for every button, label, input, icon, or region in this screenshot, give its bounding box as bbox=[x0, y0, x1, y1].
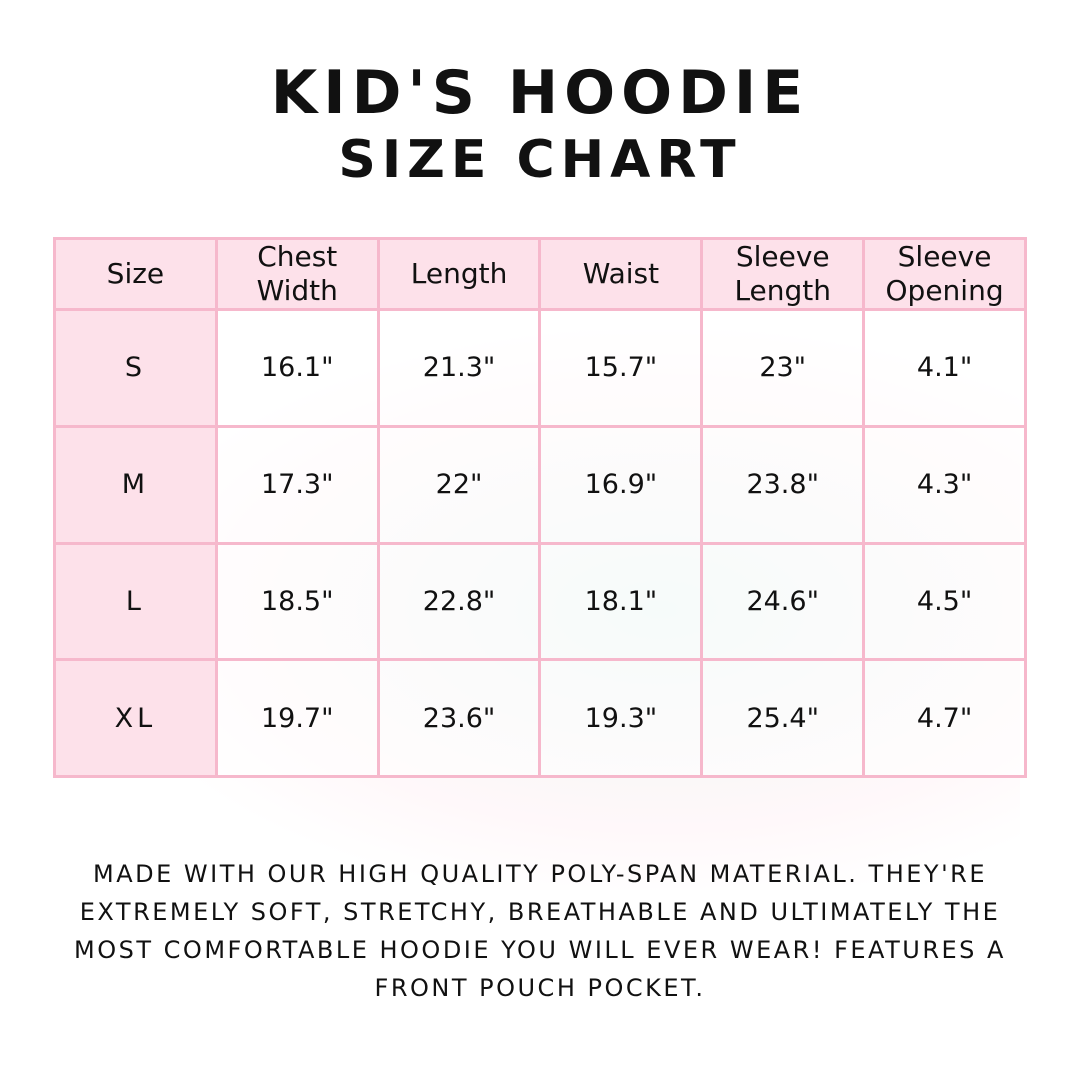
size-label-cell: S bbox=[53, 308, 218, 428]
size-label-cell: L bbox=[53, 541, 218, 662]
measurement-cell: 4.1" bbox=[862, 308, 1027, 428]
size-chart-table: Size Chest Width Length Waist Sleeve Length S… bbox=[53, 237, 1027, 778]
size-label-cell: M bbox=[53, 424, 218, 545]
column-header: Sleeve Opening bbox=[862, 237, 1027, 311]
page-subtitle: Size Chart bbox=[338, 130, 742, 190]
column-header: Length bbox=[376, 237, 542, 311]
table-row: S 16.1" 21.3" 15.7" 23" 4.1" bbox=[53, 308, 1027, 428]
header-row: Size Chest Width Length Waist Sleeve Length S… bbox=[53, 237, 1027, 311]
measurement-cell: 15.7" bbox=[538, 308, 704, 428]
measurement-cell: 25.4" bbox=[700, 658, 866, 778]
size-label-cell: XL bbox=[53, 658, 218, 778]
column-header: Size bbox=[53, 237, 218, 311]
measurement-cell: 4.5" bbox=[862, 541, 1027, 662]
product-description: Made with our high quality poly-span mat… bbox=[74, 860, 1006, 1002]
table-row: XL 19.7" 23.6" 19.3" 25.4" 4.7" bbox=[53, 658, 1027, 778]
column-header: Sleeve Length bbox=[700, 237, 866, 311]
measurement-cell: 23.8" bbox=[700, 424, 866, 545]
measurement-cell: 17.3" bbox=[214, 424, 380, 545]
table-row: L 18.5" 22.8" 18.1" 24.6" 4.5" bbox=[53, 541, 1027, 662]
measurement-cell: 23" bbox=[700, 308, 866, 428]
measurement-cell: 21.3" bbox=[376, 308, 542, 428]
measurement-cell: 16.1" bbox=[214, 308, 380, 428]
column-header: Chest Width bbox=[214, 237, 380, 311]
table-row: M 17.3" 22" 16.9" 23.8" 4.3" bbox=[53, 424, 1027, 545]
measurement-cell: 23.6" bbox=[376, 658, 542, 778]
measurement-cell: 22.8" bbox=[376, 541, 542, 662]
measurement-cell: 19.7" bbox=[214, 658, 380, 778]
measurement-cell: 19.3" bbox=[538, 658, 704, 778]
column-header: Waist bbox=[538, 237, 704, 311]
measurement-cell: 22" bbox=[376, 424, 542, 545]
page-title: Kid's Hoodie bbox=[270, 58, 810, 128]
measurement-cell: 24.6" bbox=[700, 541, 866, 662]
measurement-cell: 16.9" bbox=[538, 424, 704, 545]
measurement-cell: 18.1" bbox=[538, 541, 704, 662]
measurement-cell: 4.7" bbox=[862, 658, 1027, 778]
measurement-cell: 4.3" bbox=[862, 424, 1027, 545]
measurement-cell: 18.5" bbox=[214, 541, 380, 662]
